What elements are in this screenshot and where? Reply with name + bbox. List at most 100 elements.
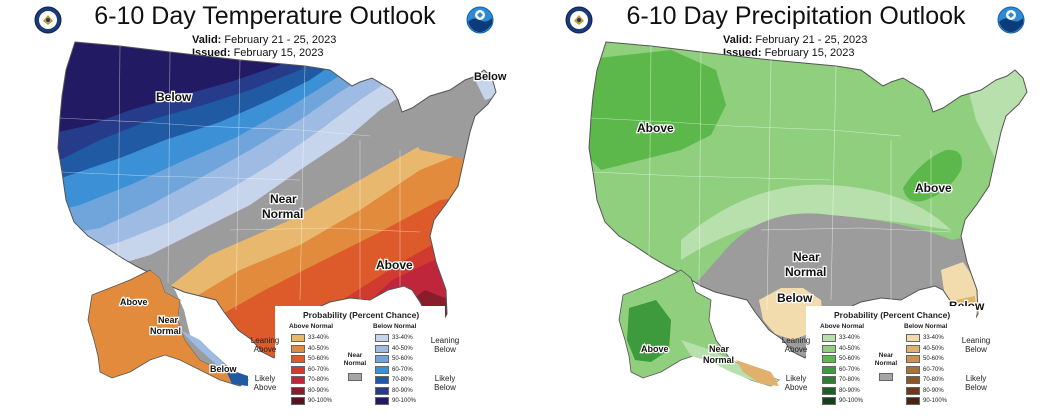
- region-label: Above: [120, 297, 148, 307]
- legend-swatch: [906, 365, 920, 374]
- legend-swatch-label: 33-40%: [392, 335, 413, 341]
- legend-swatch-label: 40-50%: [923, 345, 944, 352]
- legend-swatch: [822, 334, 836, 342]
- legend-swatch-label: 90-100%: [839, 398, 864, 404]
- legend-swatch-label: 50-60%: [923, 356, 944, 362]
- legend-swatch-label: 40-50%: [839, 345, 860, 352]
- legend-swatch-label: 40-50%: [308, 345, 329, 352]
- legend-swatch-label: 70-80%: [839, 377, 860, 383]
- legend-swatch: [375, 334, 389, 342]
- legend-group-label: Likely Below: [965, 374, 987, 392]
- legend-swatch: [822, 386, 836, 395]
- region-label: Near: [158, 315, 179, 325]
- legend-near-normal-label: Near Normal: [343, 352, 367, 367]
- doc-seal-icon: [34, 6, 62, 34]
- legend-column-header: Above Normal: [289, 323, 334, 330]
- region-label: Normal: [785, 265, 826, 279]
- region-label: Near: [793, 250, 820, 264]
- legend-swatch: [291, 344, 305, 353]
- legend-swatch: [822, 397, 836, 405]
- page-title: 6-10 Day Precipitation Outlook: [626, 2, 966, 30]
- legend-swatch: [906, 334, 920, 342]
- legend-swatch: [906, 397, 920, 405]
- region-label: Normal: [150, 326, 181, 336]
- legend-group-label: Leaning Below: [961, 336, 991, 354]
- legend-swatch: [348, 373, 362, 381]
- legend-column-header: Below Normal: [373, 323, 417, 330]
- legend-swatch-label: 80-90%: [308, 387, 329, 394]
- legend-swatch-label: 90-100%: [923, 398, 948, 404]
- region-label: Above: [915, 181, 952, 195]
- alaska-inset: [618, 269, 780, 387]
- legend-swatch: [291, 386, 305, 395]
- legend-title: Probability (Percent Chance): [834, 310, 951, 320]
- legend-swatch-label: 40-50%: [392, 345, 413, 352]
- legend-swatch: [822, 376, 836, 384]
- temperature-outlook-panel: 6-10 Day Temperature Outlook Valid: Febr…: [0, 0, 530, 416]
- validity-dates: Valid: February 21 - 25, 2023 Issued: Fe…: [723, 34, 868, 59]
- legend-swatch: [906, 386, 920, 395]
- region-label: Below: [210, 364, 238, 374]
- legend-title: Probability (Percent Chance): [303, 310, 420, 320]
- region-label: Below: [777, 291, 813, 305]
- alaska-inset: [87, 269, 249, 387]
- legend-swatch-label: 90-100%: [392, 398, 417, 404]
- legend-swatch-label: 80-90%: [392, 387, 413, 394]
- legend-group-label: Likely Above: [784, 374, 808, 392]
- legend-swatch-label: 33-40%: [308, 335, 329, 341]
- precipitation-outlook-panel: 6-10 Day Precipitation Outlook Valid: Fe…: [531, 0, 1061, 416]
- legend-swatch: [291, 397, 305, 405]
- legend-swatch: [375, 355, 389, 363]
- legend-swatch-label: 70-80%: [392, 377, 413, 383]
- legend-group-label: Likely Below: [434, 374, 456, 392]
- legend-swatch-label: 70-80%: [923, 377, 944, 383]
- region-label: Above: [637, 121, 674, 135]
- legend-column-header: Below Normal: [904, 323, 948, 330]
- region-label: Normal: [262, 207, 303, 221]
- legend-swatch-label: 80-90%: [839, 387, 860, 394]
- legend-swatch-label: 90-100%: [308, 398, 333, 404]
- region-label: Below: [156, 90, 192, 104]
- page-title: 6-10 Day Temperature Outlook: [94, 2, 436, 30]
- legend-swatch: [906, 376, 920, 384]
- region-label: Above: [641, 344, 669, 354]
- region-label: Near: [709, 344, 730, 354]
- legend-swatch: [906, 344, 920, 353]
- legend-group-label: Leaning Below: [430, 336, 460, 354]
- legend-swatch: [291, 334, 305, 342]
- region-label: Normal: [703, 355, 734, 365]
- legend-swatch-label: 80-90%: [923, 387, 944, 394]
- noaa-logo-icon: [466, 6, 494, 34]
- legend-column-header: Above Normal: [820, 323, 865, 330]
- noaa-logo-icon: [997, 6, 1025, 34]
- legend-group-label: Likely Above: [253, 374, 277, 392]
- legend-swatch: [879, 373, 893, 381]
- region-label: Near: [270, 192, 297, 206]
- legend-swatch: [291, 376, 305, 384]
- legend-swatch: [822, 355, 836, 363]
- legend-group-label: Leaning Above: [781, 336, 811, 354]
- legend-swatch-label: 60-70%: [308, 366, 329, 373]
- legend-swatch: [375, 386, 389, 395]
- legend-swatch: [291, 365, 305, 374]
- legend-swatch-label: 33-40%: [839, 335, 860, 341]
- legend-swatch-label: 33-40%: [923, 335, 944, 341]
- probability-legend: Probability (Percent Chance) Above Norma…: [245, 306, 459, 414]
- legend-swatch-label: 60-70%: [392, 366, 413, 373]
- legend-swatch: [375, 344, 389, 353]
- region-label: Below: [474, 71, 507, 83]
- legend-swatch-label: 70-80%: [308, 377, 329, 383]
- legend-swatch: [375, 365, 389, 374]
- legend-swatch: [906, 355, 920, 363]
- legend-swatch: [291, 355, 305, 363]
- legend-swatch-label: 50-60%: [392, 356, 413, 362]
- region-label: Above: [376, 258, 413, 272]
- legend-swatch-label: 60-70%: [839, 366, 860, 373]
- doc-seal-icon: [565, 6, 593, 34]
- legend-swatch-label: 60-70%: [923, 366, 944, 373]
- legend-swatch: [375, 376, 389, 384]
- legend-swatch-label: 50-60%: [839, 356, 860, 362]
- legend-group-label: Leaning Above: [250, 336, 280, 354]
- legend-swatch: [822, 365, 836, 374]
- legend-swatch: [822, 344, 836, 353]
